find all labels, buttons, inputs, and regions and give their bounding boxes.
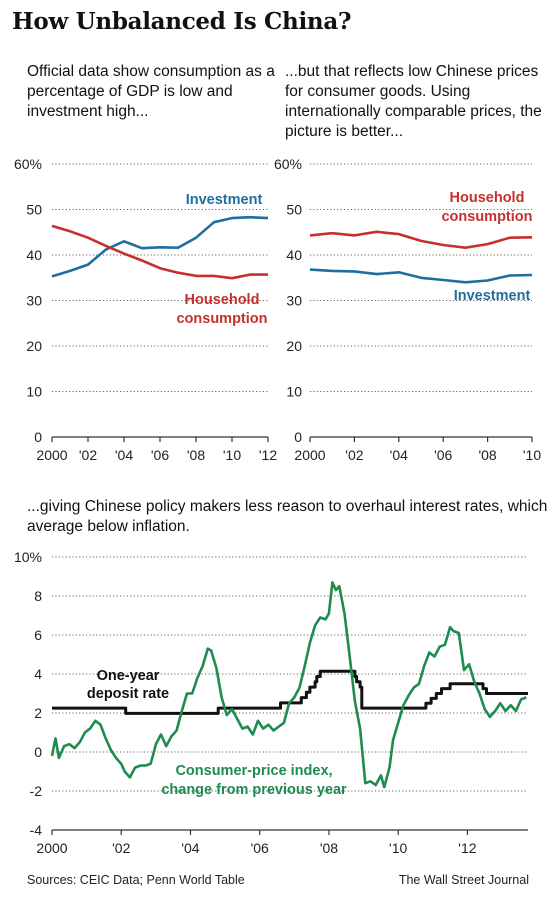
y-tick-label: 6 — [34, 627, 42, 643]
y-tick-label: 20 — [286, 338, 302, 354]
x-tick-label: '02 — [345, 447, 363, 463]
publisher-credit: The Wall Street Journal — [398, 873, 529, 887]
y-tick-label: 10 — [26, 384, 42, 400]
chart-3: 10% 8 6 4 2 0 -2 -4 2000 '02 '04 '06 '08 '10 '12 One-ye… — [14, 549, 528, 856]
x-tick-label: '08 — [478, 447, 496, 463]
x-tick-label: '04 — [181, 840, 199, 856]
y-tick-label: -2 — [30, 783, 43, 799]
series-line-investment — [309, 268, 533, 284]
series-line-household-consumption — [309, 230, 533, 249]
series-label-one-year-deposit-rate: One-year — [97, 668, 160, 684]
y-tick-label: 30 — [26, 293, 42, 309]
chart-2: 60% 50 40 30 20 10 0 2000 '02 '04 '06 '08 '10 Househo… — [274, 156, 541, 463]
y-tick-label: 2 — [34, 705, 42, 721]
x-tick-label: '02 — [79, 447, 97, 463]
y-tick-label: 0 — [34, 744, 42, 760]
y-tick-label: 40 — [26, 247, 42, 263]
x-tick-label: '10 — [223, 447, 241, 463]
series-label-household-consumption: consumption — [441, 209, 532, 225]
series-label-consumer-price-index-change-from-previous-year: Consumer-price index, — [175, 763, 332, 779]
x-tick-label: '06 — [151, 447, 169, 463]
chart-2-subtitle: ...but that reflects low Chinese prices … — [285, 63, 542, 140]
chart-3-subtitle: ...giving Chinese policy makers less rea… — [27, 498, 548, 535]
y-tick-label: 0 — [294, 429, 302, 445]
x-tick-label: '06 — [251, 840, 269, 856]
y-tick-label: 40 — [286, 247, 302, 263]
y-tick-label: 10% — [14, 549, 42, 565]
chart-1-subtitle: Official data show consumption as a perc… — [27, 63, 275, 120]
x-tick-label: '06 — [434, 447, 452, 463]
x-tick-label: '04 — [115, 447, 133, 463]
series-line-consumer-price-index-change-from-previous-year — [50, 581, 527, 789]
y-tick-label: 60% — [14, 156, 42, 172]
x-tick-label: '02 — [112, 840, 130, 856]
sources-note: Sources: CEIC Data; Penn World Table — [27, 873, 245, 887]
y-tick-label: -4 — [30, 822, 43, 838]
y-tick-label: 4 — [34, 666, 42, 682]
series-line-one-year-deposit-rate — [52, 669, 528, 715]
y-tick-label: 10 — [286, 384, 302, 400]
x-tick-label: '10 — [389, 840, 407, 856]
chart-1: 60% 50 40 30 20 10 0 2000 '02 '04 '06 '08 '10 '12 Inve… — [14, 156, 277, 463]
x-tick-label: 2000 — [36, 840, 67, 856]
page-title: How Unbalanced Is China? — [12, 8, 352, 35]
x-tick-label: '12 — [259, 447, 277, 463]
series-label-household-consumption: Household — [185, 292, 260, 308]
series-label-investment: Investment — [454, 288, 531, 304]
y-tick-label: 50 — [26, 202, 42, 218]
x-tick-label: '08 — [187, 447, 205, 463]
x-tick-label: '04 — [390, 447, 408, 463]
series-label-one-year-deposit-rate: deposit rate — [87, 686, 169, 702]
y-tick-label: 20 — [26, 338, 42, 354]
x-tick-label: 2000 — [294, 447, 325, 463]
series-label-investment: Investment — [186, 192, 263, 208]
series-label-consumer-price-index-change-from-previous-year: change from previous year — [161, 782, 347, 798]
series-line-household-consumption — [51, 224, 268, 280]
y-tick-label: 50 — [286, 202, 302, 218]
series-label-household-consumption: Household — [450, 190, 525, 206]
x-tick-label: '08 — [320, 840, 338, 856]
series-line-investment — [51, 215, 269, 278]
y-tick-label: 30 — [286, 293, 302, 309]
y-tick-label: 60% — [274, 156, 302, 172]
x-tick-label: 2000 — [36, 447, 67, 463]
y-tick-label: 8 — [34, 588, 42, 604]
x-tick-label: '10 — [523, 447, 541, 463]
x-tick-label: '12 — [458, 840, 476, 856]
series-label-household-consumption: consumption — [176, 311, 267, 327]
y-tick-label: 0 — [34, 429, 42, 445]
